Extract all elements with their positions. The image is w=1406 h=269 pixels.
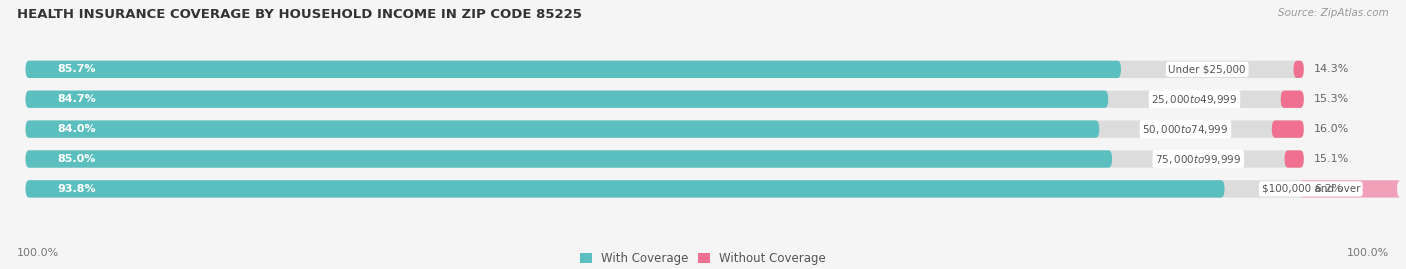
FancyBboxPatch shape — [25, 150, 1303, 168]
Text: $25,000 to $49,999: $25,000 to $49,999 — [1152, 93, 1237, 106]
FancyBboxPatch shape — [25, 180, 1225, 197]
Text: 85.0%: 85.0% — [58, 154, 96, 164]
Legend: With Coverage, Without Coverage: With Coverage, Without Coverage — [579, 252, 827, 265]
Text: 14.3%: 14.3% — [1315, 64, 1350, 74]
Text: 84.7%: 84.7% — [58, 94, 96, 104]
Text: 100.0%: 100.0% — [17, 248, 59, 258]
FancyBboxPatch shape — [25, 91, 1303, 108]
FancyBboxPatch shape — [25, 91, 1108, 108]
FancyBboxPatch shape — [25, 150, 1112, 168]
Text: Under $25,000: Under $25,000 — [1168, 64, 1246, 74]
Text: $100,000 and over: $100,000 and over — [1261, 184, 1360, 194]
Text: HEALTH INSURANCE COVERAGE BY HOUSEHOLD INCOME IN ZIP CODE 85225: HEALTH INSURANCE COVERAGE BY HOUSEHOLD I… — [17, 8, 582, 21]
FancyBboxPatch shape — [1294, 61, 1303, 78]
Text: $50,000 to $74,999: $50,000 to $74,999 — [1142, 123, 1229, 136]
FancyBboxPatch shape — [1285, 150, 1303, 168]
FancyBboxPatch shape — [25, 121, 1099, 138]
FancyBboxPatch shape — [25, 61, 1303, 78]
Text: 85.7%: 85.7% — [58, 64, 96, 74]
Text: 6.2%: 6.2% — [1315, 184, 1343, 194]
Text: 93.8%: 93.8% — [58, 184, 96, 194]
Text: $75,000 to $99,999: $75,000 to $99,999 — [1156, 153, 1241, 165]
FancyBboxPatch shape — [25, 61, 1121, 78]
Text: 15.3%: 15.3% — [1315, 94, 1350, 104]
Text: 16.0%: 16.0% — [1315, 124, 1350, 134]
Text: 84.0%: 84.0% — [58, 124, 96, 134]
FancyBboxPatch shape — [1281, 91, 1303, 108]
Text: 15.1%: 15.1% — [1315, 154, 1350, 164]
Text: Source: ZipAtlas.com: Source: ZipAtlas.com — [1278, 8, 1389, 18]
FancyBboxPatch shape — [1301, 180, 1400, 197]
FancyBboxPatch shape — [25, 180, 1303, 197]
FancyBboxPatch shape — [25, 121, 1303, 138]
FancyBboxPatch shape — [1272, 121, 1303, 138]
Text: 100.0%: 100.0% — [1347, 248, 1389, 258]
